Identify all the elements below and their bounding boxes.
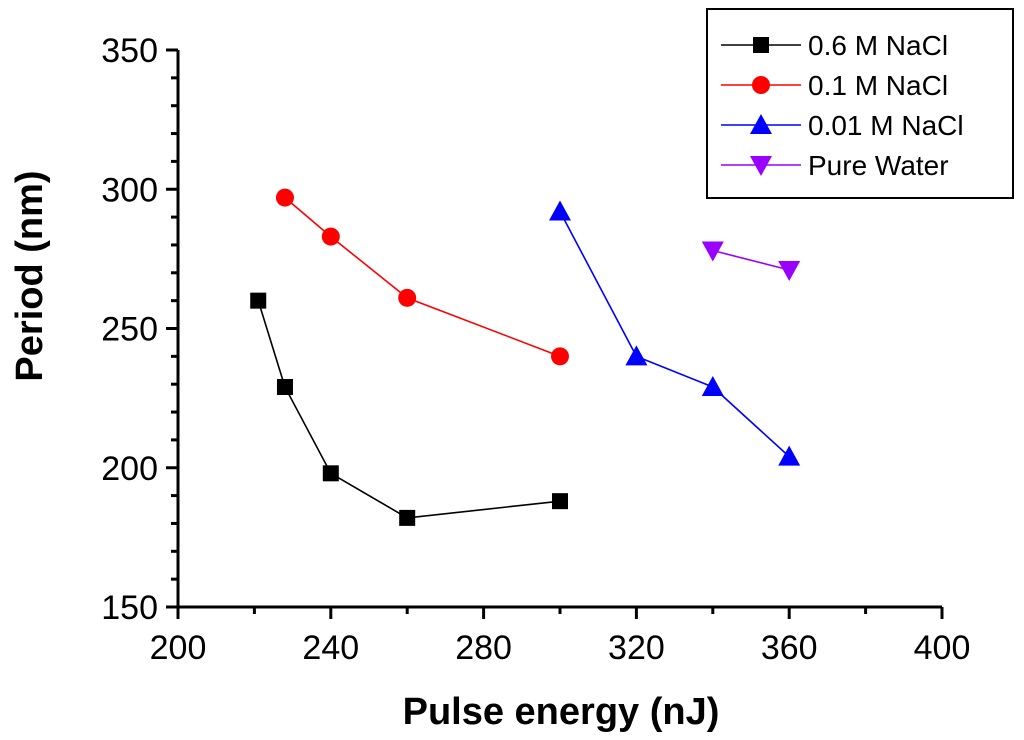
y-tick-label: 350 bbox=[101, 32, 158, 70]
data-point bbox=[250, 292, 267, 309]
legend: 0.6 M NaCl 0.1 M NaCl 0.01 M NaCl Pure Wate… bbox=[706, 8, 1014, 199]
data-point bbox=[275, 188, 294, 207]
series-layer bbox=[250, 188, 801, 526]
legend-marker bbox=[753, 37, 769, 53]
legend-label: 0.1 M NaCl bbox=[808, 70, 948, 101]
legend-marker bbox=[750, 114, 772, 134]
x-tick-label: 360 bbox=[761, 629, 818, 667]
series-line bbox=[712, 249, 790, 271]
series-line bbox=[559, 211, 790, 458]
series-line bbox=[257, 300, 561, 519]
x-tick-label: 240 bbox=[302, 629, 359, 667]
series-0 bbox=[250, 292, 568, 526]
legend-label: 0.01 M NaCl bbox=[808, 110, 964, 141]
x-tick-label: 280 bbox=[455, 629, 512, 667]
data-point bbox=[778, 261, 801, 282]
legend-label: 0.6 M NaCl bbox=[808, 30, 948, 61]
y-tick-label: 250 bbox=[101, 311, 158, 349]
data-point bbox=[701, 375, 724, 396]
series-line bbox=[284, 196, 561, 358]
data-point bbox=[322, 465, 339, 482]
x-axis: 200 240 280 320 360 400 bbox=[150, 607, 971, 667]
data-point bbox=[321, 227, 340, 246]
x-tick-label: 200 bbox=[150, 629, 207, 667]
x-axis-title: Pulse energy (nJ) bbox=[403, 691, 720, 733]
y-tick-label: 150 bbox=[101, 589, 158, 627]
data-point bbox=[552, 493, 568, 510]
x-tick-label: 400 bbox=[914, 629, 971, 667]
legend-marker bbox=[752, 76, 770, 94]
data-point bbox=[549, 200, 571, 221]
series-3 bbox=[701, 241, 801, 282]
data-point bbox=[398, 288, 417, 307]
series-2 bbox=[549, 200, 801, 466]
data-point bbox=[276, 378, 293, 395]
y-axis-title: Period (nm) bbox=[9, 170, 51, 381]
data-point bbox=[701, 241, 724, 262]
legend-marker bbox=[750, 156, 772, 176]
data-point bbox=[778, 445, 801, 466]
y-tick-label: 200 bbox=[101, 450, 158, 488]
x-tick-label: 320 bbox=[608, 629, 665, 667]
y-axis: 150 200 250 300 350 bbox=[101, 32, 178, 627]
y-tick-label: 300 bbox=[101, 171, 158, 209]
legend-label: Pure Water bbox=[808, 150, 949, 181]
data-point bbox=[625, 345, 648, 366]
series-1 bbox=[275, 188, 569, 366]
data-point bbox=[399, 509, 416, 526]
data-point bbox=[551, 347, 569, 366]
